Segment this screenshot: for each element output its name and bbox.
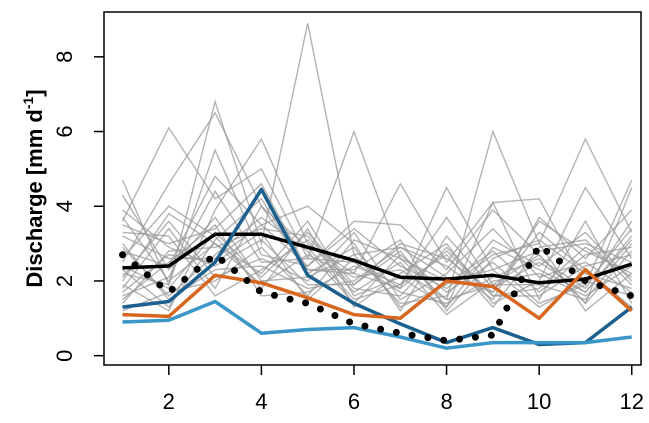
y-axis-title: Discharge [mm d-1] (20, 89, 47, 287)
ensemble-line-12 (121, 205, 633, 301)
y-axis-title-sup: -1 (20, 96, 36, 109)
y-axis-title-main: Discharge [mm d (22, 109, 47, 288)
ensemble-line-3 (121, 111, 633, 287)
series-line-black (122, 232, 633, 285)
ensemble-line-20 (122, 223, 633, 309)
y-tick-label-6: 6 (52, 125, 77, 137)
y-tick-label-0: 0 (52, 350, 77, 362)
x-tick-label-6: 6 (348, 389, 360, 414)
y-axis-title-end: ] (22, 89, 47, 96)
ensemble-line-2 (121, 126, 633, 301)
series-layer (119, 187, 636, 350)
ensemble-line-17 (122, 209, 633, 308)
y-tick-label-4: 4 (52, 200, 77, 212)
x-tick-label-8: 8 (440, 389, 452, 414)
x-tick-label-10: 10 (527, 389, 551, 414)
plot-frame (103, 11, 642, 366)
series-line-lightblue (122, 299, 632, 350)
x-tick-label-12: 12 (619, 389, 643, 414)
ensemble-line-19 (122, 231, 633, 316)
x-tick-label-4: 4 (255, 389, 267, 414)
y-axis: 0 2 4 6 8 (52, 51, 104, 362)
series-line-orange (122, 267, 633, 321)
series-line-dotted (119, 240, 636, 345)
y-tick-label-2: 2 (52, 275, 77, 287)
x-axis: 2 4 6 8 10 12 (163, 365, 644, 414)
x-tick-label-2: 2 (163, 389, 175, 414)
y-tick-label-8: 8 (52, 51, 77, 63)
